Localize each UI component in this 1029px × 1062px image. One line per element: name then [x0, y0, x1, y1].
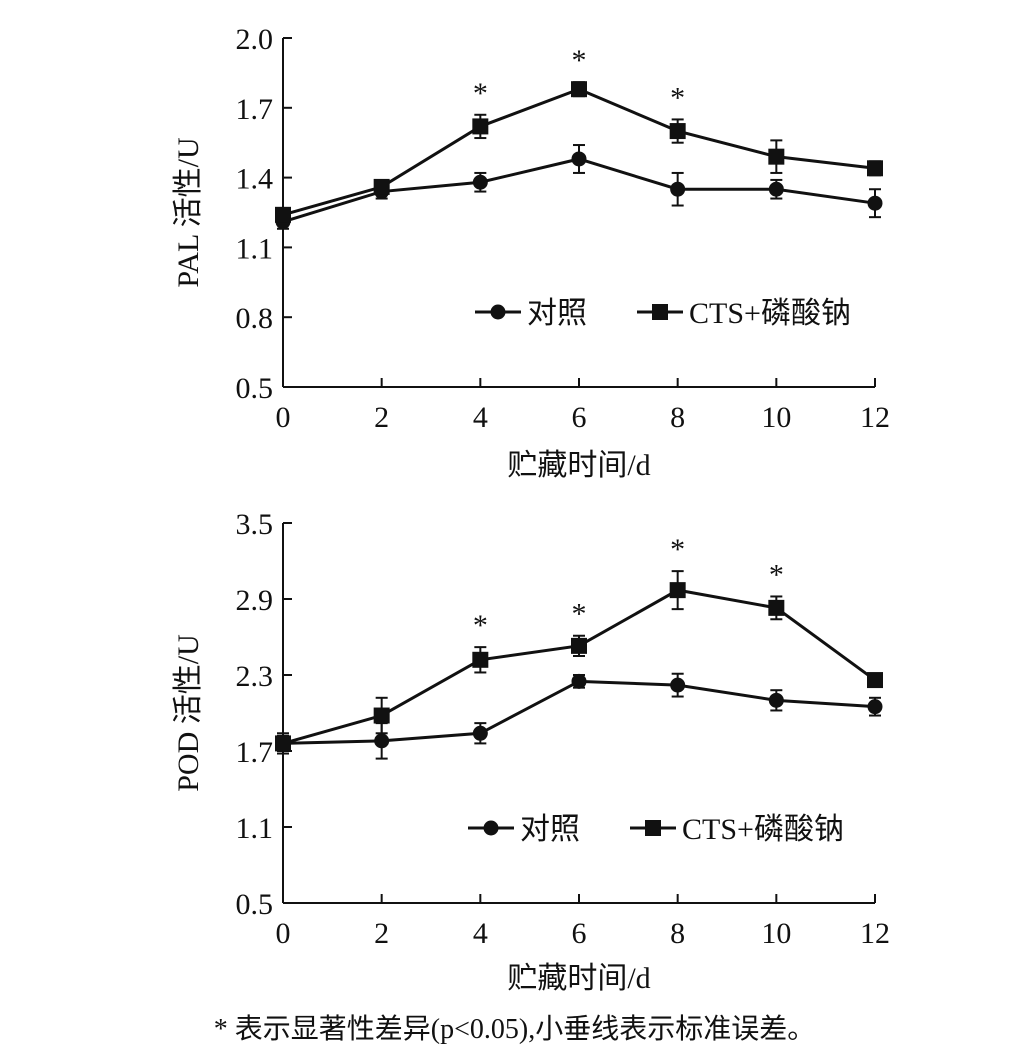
y-tick-label: 1.7 — [236, 736, 274, 769]
x-tick-label: 10 — [761, 917, 791, 950]
legend-item-1: CTS+磷酸钠 — [637, 297, 851, 330]
data-point-square — [768, 148, 785, 165]
y-tick-label: 2.0 — [236, 23, 274, 56]
significance-star: * — [473, 77, 488, 110]
y-axis-label: PAL 活性/U — [172, 137, 205, 288]
y-tick-label: 0.5 — [236, 372, 274, 405]
y-tick-label: 2.9 — [236, 584, 274, 617]
y-tick-label: 3.5 — [236, 508, 274, 541]
y-axis-label: POD 活性/U — [172, 634, 205, 792]
x-axis-label: 贮藏时间/d — [507, 449, 650, 482]
legend-marker-square — [645, 820, 661, 836]
data-point-square — [472, 651, 489, 668]
legend-marker-circle — [490, 304, 506, 320]
x-tick-label: 10 — [761, 401, 791, 434]
y-tick-label: 1.7 — [236, 93, 274, 126]
x-tick-label: 4 — [473, 401, 488, 434]
legend-label: 对照 — [527, 297, 587, 330]
legend-label: CTS+磷酸钠 — [682, 813, 844, 846]
series-line-0 — [282, 679, 876, 745]
significance-star: * — [572, 598, 587, 631]
data-point-circle — [571, 151, 587, 167]
data-point-circle — [670, 677, 686, 693]
data-point-square — [275, 735, 291, 752]
x-tick-label: 0 — [276, 917, 291, 950]
data-point-square — [669, 582, 686, 599]
footnote-star: * — [213, 1014, 228, 1045]
data-point-circle — [670, 181, 686, 197]
legend-label: CTS+磷酸钠 — [689, 297, 851, 330]
x-tick-label: 8 — [670, 401, 685, 434]
data-point-circle — [571, 673, 587, 689]
legend-marker-circle — [483, 820, 499, 836]
data-point-square — [373, 707, 390, 724]
data-point-circle — [472, 174, 488, 190]
legend-item-0: 对照 — [475, 297, 587, 330]
legend-item-1: CTS+磷酸钠 — [630, 813, 844, 846]
pal-activity-chart: 0.5 0.8 1.1 1.4 1.7 2.0 0 2 4 6 8 10 12 贮藏时间/d PAL 活性/… — [172, 23, 890, 482]
y-tick-label: 2.3 — [236, 660, 274, 693]
data-point-circle — [867, 699, 883, 715]
x-tick-label: 12 — [860, 917, 890, 950]
y-tick-label: 0.8 — [236, 302, 274, 335]
data-point-square — [373, 178, 390, 195]
data-point-square — [669, 123, 686, 140]
legend-item-0: 对照 — [468, 813, 580, 846]
significance-star: * — [473, 609, 488, 642]
legend-marker-square — [652, 304, 668, 320]
data-point-square — [768, 599, 785, 616]
footnote-text: 表示显著性差异(p<0.05),小垂线表示标准误差。 — [234, 1014, 816, 1045]
significance-star: * — [572, 44, 587, 77]
significance-star: * — [670, 81, 685, 114]
y-tick-label: 1.1 — [236, 232, 274, 265]
data-point-circle — [374, 733, 390, 749]
data-point-square — [571, 81, 587, 98]
y-tick-label: 0.5 — [236, 888, 274, 921]
data-point-square — [472, 118, 489, 135]
legend: 对照 CTS+磷酸钠 — [468, 813, 844, 846]
y-tick-label: 1.4 — [236, 163, 274, 196]
data-point-square — [571, 637, 587, 654]
data-point-circle — [472, 725, 488, 741]
x-tick-label: 2 — [374, 917, 389, 950]
footnote: * 表示显著性差异(p<0.05),小垂线表示标准误差。 — [0, 1010, 1029, 1050]
x-axis-label: 贮藏时间/d — [507, 962, 650, 995]
data-point-circle — [768, 692, 784, 708]
data-point-square — [867, 672, 883, 689]
y-tick-label: 1.1 — [236, 812, 274, 845]
data-point-square — [867, 160, 883, 177]
legend-label: 对照 — [520, 813, 580, 846]
x-tick-label: 4 — [473, 917, 488, 950]
x-tick-label: 0 — [276, 401, 291, 434]
significance-star: * — [670, 533, 685, 566]
x-tick-label: 12 — [860, 401, 890, 434]
pod-activity-chart: 0.5 1.1 1.7 2.3 2.9 3.5 0 2 4 6 8 10 12 贮藏时间/d POD 活性/… — [172, 508, 890, 995]
data-point-circle — [768, 181, 784, 197]
x-tick-label: 2 — [374, 401, 389, 434]
data-point-square — [275, 206, 291, 223]
data-point-circle — [867, 195, 883, 211]
x-tick-label: 6 — [572, 401, 587, 434]
x-tick-label: 6 — [572, 917, 587, 950]
legend: 对照 CTS+磷酸钠 — [475, 297, 851, 330]
x-tick-label: 8 — [670, 917, 685, 950]
significance-star: * — [769, 558, 784, 591]
